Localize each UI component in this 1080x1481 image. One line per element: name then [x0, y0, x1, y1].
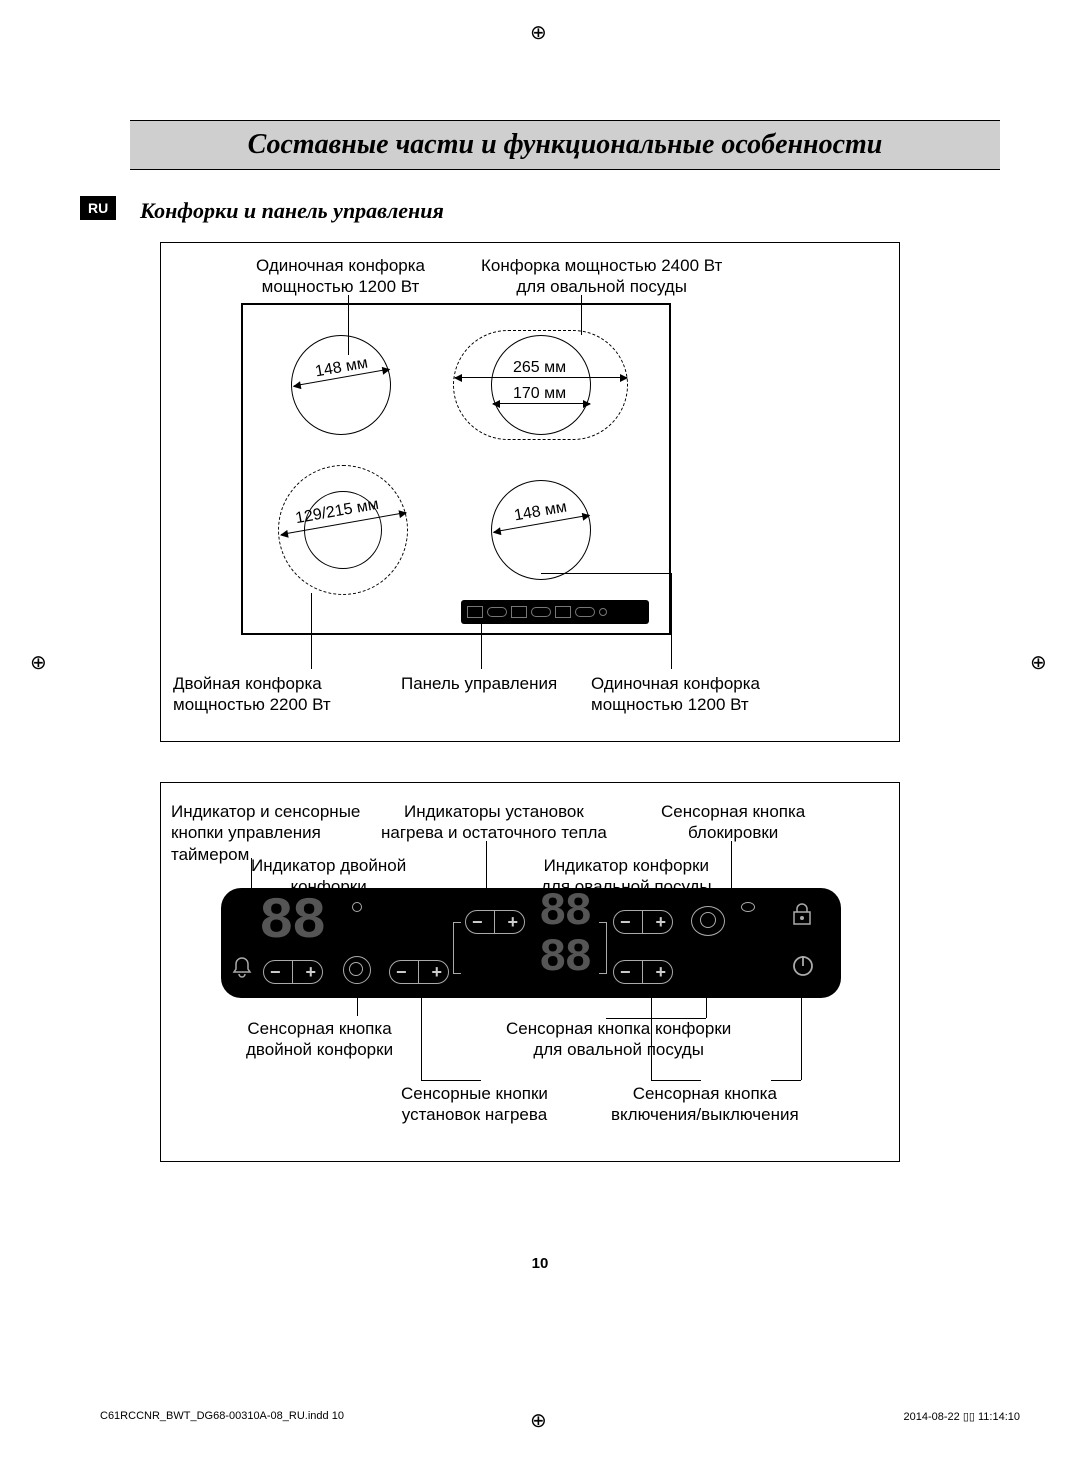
- lead-line: [421, 1080, 481, 1081]
- crop-mark-left: ⊕: [30, 650, 47, 675]
- lead-line: [481, 623, 482, 669]
- lead-line: [581, 295, 582, 335]
- dim-tr2: 170 мм: [513, 385, 566, 403]
- lead-line: [671, 573, 672, 669]
- footer-filename: C61RCCNR_BWT_DG68-00310A-08_RU.indd 10: [100, 1410, 344, 1422]
- lead-line: [566, 888, 567, 898]
- lead-line: [311, 593, 312, 669]
- lead-line: [326, 891, 327, 901]
- heat-adjust-bl[interactable]: −+: [389, 960, 449, 984]
- lead-line: [706, 943, 707, 1018]
- bell-icon: [231, 956, 253, 980]
- lock-icon[interactable]: [791, 902, 813, 928]
- burner-top-left: [291, 335, 391, 435]
- timer-plus[interactable]: +: [305, 962, 316, 983]
- lead-line: [486, 888, 566, 889]
- lead-line: [651, 988, 652, 1080]
- language-badge: RU: [80, 196, 116, 220]
- lead-line: [421, 988, 422, 1080]
- footer-timestamp: 2014-08-22 ▯▯ 11:14:10: [904, 1410, 1021, 1423]
- power-icon[interactable]: [791, 952, 815, 978]
- dim-arrow-tr2: [493, 403, 590, 404]
- heat-adjust-tl[interactable]: −+: [465, 910, 525, 934]
- hob-outline: 148 мм 265 мм 170 мм 129/215 мм 148 мм: [241, 303, 671, 635]
- timer-display: 88: [259, 890, 325, 955]
- dual-zone-button[interactable]: [343, 956, 371, 984]
- label-heat-buttons: Сенсорные кнопкиустановок нагрева: [401, 1083, 548, 1126]
- lead-line: [348, 295, 349, 355]
- label-control-panel: Панель управления: [401, 673, 557, 694]
- lead-line: [771, 1080, 801, 1081]
- lead-line: [621, 901, 741, 902]
- label-oval-button: Сенсорная кнопка конфоркидля овальной по…: [506, 1018, 731, 1061]
- label-dual-2200: Двойная конфоркамощностью 2200 Вт: [173, 673, 331, 716]
- label-single-1200-bottom: Одиночная конфоркамощностью 1200 Вт: [591, 673, 760, 716]
- crop-mark-bottom: ⊕: [530, 1408, 547, 1433]
- label-dual-button: Сенсорная кнопкадвойной конфорки: [246, 1018, 393, 1061]
- label-single-1200-top: Одиночная конфоркамощностью 1200 Вт: [256, 255, 425, 298]
- crop-mark-top: ⊕: [530, 20, 547, 45]
- figure-control-panel-detail: Индикатор и сенсорныекнопки управленията…: [160, 782, 900, 1162]
- dual-zone-indicator: [352, 902, 362, 912]
- lead-line: [606, 1018, 706, 1019]
- control-panel: 88 − + −+ −+ 88 88: [221, 888, 841, 998]
- lead-line: [251, 858, 252, 953]
- lead-line: [326, 901, 356, 902]
- dim-tr1: 265 мм: [513, 359, 566, 377]
- oval-zone-indicator: [741, 902, 755, 912]
- lead-line: [486, 841, 487, 889]
- label-power-button: Сенсорная кнопкавключения/выключения: [611, 1083, 799, 1126]
- lead-line: [541, 573, 671, 574]
- link-bracket-left: [453, 922, 461, 974]
- lead-line: [651, 1080, 701, 1081]
- label-heat-indicators: Индикаторы установокнагрева и остаточног…: [381, 801, 607, 844]
- page-title: Составные части и функциональные особенн…: [248, 129, 883, 160]
- timer-adjust-buttons[interactable]: − +: [263, 960, 323, 984]
- page-title-bar: Составные части и функциональные особенн…: [130, 120, 1000, 170]
- heat-display-top: 88: [539, 886, 590, 938]
- lead-line: [731, 841, 732, 901]
- lead-line: [621, 891, 622, 901]
- section-heading: Конфорки и панель управления: [140, 198, 1000, 224]
- heat-display-bottom: 88: [539, 932, 590, 984]
- figure-cooktop-layout: Одиночная конфоркамощностью 1200 Вт Конф…: [160, 242, 900, 742]
- lead-line: [357, 988, 358, 1016]
- mini-control-strip: [461, 600, 649, 624]
- link-bracket-right: [599, 922, 607, 974]
- dim-arrow-tr1: [455, 377, 627, 378]
- label-lock-button: Сенсорная кнопкаблокировки: [661, 801, 805, 844]
- page-number: 10: [80, 1255, 1000, 1272]
- heat-adjust-tr[interactable]: −+: [613, 910, 673, 934]
- label-oval-2400: Конфорка мощностью 2400 Втдля овальной п…: [481, 255, 722, 298]
- timer-minus[interactable]: −: [270, 962, 281, 983]
- crop-mark-right: ⊕: [1030, 650, 1047, 675]
- oval-zone-button[interactable]: [691, 906, 725, 936]
- lead-line: [801, 983, 802, 1080]
- heat-adjust-br[interactable]: −+: [613, 960, 673, 984]
